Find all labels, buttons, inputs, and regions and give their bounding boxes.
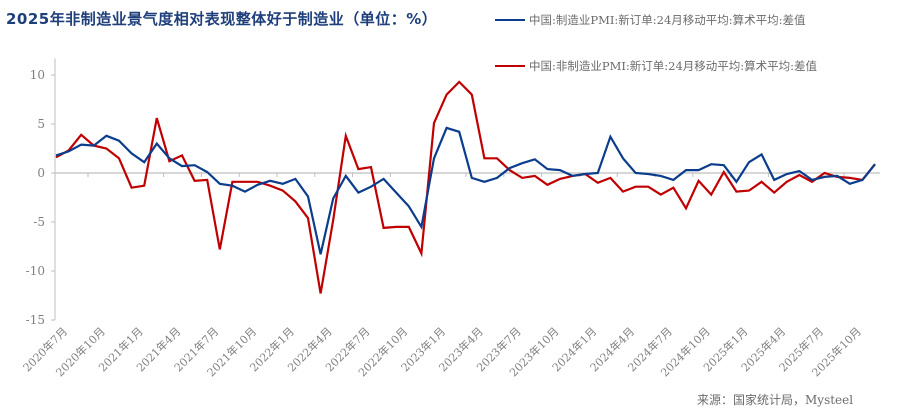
y-axis: -15 -10 -5 0 5 10 bbox=[26, 58, 56, 327]
series-line-manufacturing bbox=[55, 126, 876, 255]
source-note: 来源：国家统计局，Mysteel bbox=[697, 393, 854, 407]
y-tick-label: 5 bbox=[37, 117, 45, 131]
y-tick-label: -10 bbox=[26, 264, 45, 278]
y-tick-label: 0 bbox=[37, 166, 45, 180]
legend-item-non-manufacturing: 中国:非制造业PMI:新订单:24月移动平均:算术平均:差值 bbox=[495, 58, 817, 74]
plot-area bbox=[55, 80, 876, 294]
x-axis: 2020年7月2020年10月2021年1月2021年4月2021年7月2021… bbox=[20, 172, 880, 379]
chart-legend: 中国:制造业PMI:新订单:24月移动平均:算术平均:差值 中国:非制造业PMI… bbox=[495, 12, 817, 104]
legend-label: 中国:制造业PMI:新订单:24月移动平均:算术平均:差值 bbox=[529, 13, 806, 27]
y-tick-label: -15 bbox=[26, 313, 45, 327]
y-tick-label: -5 bbox=[33, 215, 45, 229]
series-line-non-manufacturing bbox=[55, 80, 876, 294]
chart-title: 2025年非制造业景气度相对表现整体好于制造业（单位：%） bbox=[6, 10, 438, 28]
legend-label: 中国:非制造业PMI:新订单:24月移动平均:算术平均:差值 bbox=[529, 59, 818, 73]
legend-swatch-red bbox=[495, 64, 525, 68]
legend-swatch-blue bbox=[495, 18, 525, 22]
legend-item-manufacturing: 中国:制造业PMI:新订单:24月移动平均:算术平均:差值 bbox=[495, 12, 817, 28]
y-tick-label: 10 bbox=[30, 68, 45, 82]
